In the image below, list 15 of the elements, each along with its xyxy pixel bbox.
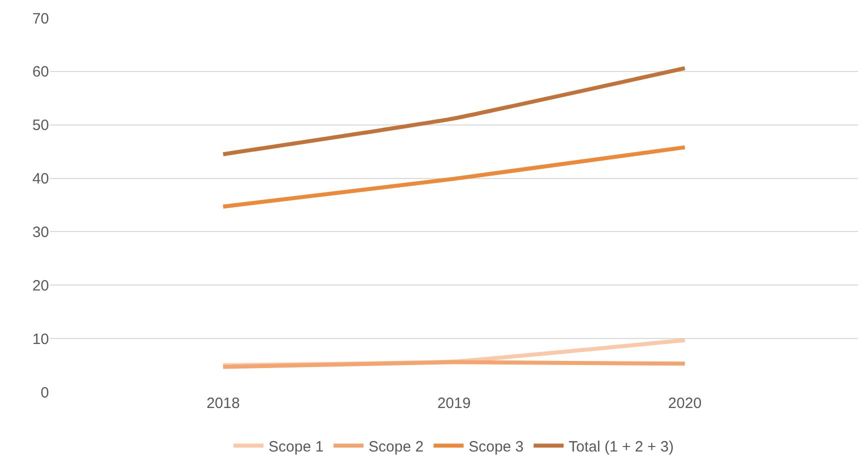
y-tick-label: 0: [40, 384, 49, 402]
legend-label: Scope 2: [368, 438, 424, 456]
legend-label: Scope 1: [268, 438, 324, 456]
y-tick-label: 50: [32, 117, 49, 134]
y-tick-label: 30: [32, 224, 49, 241]
y-tick-label: 60: [32, 64, 49, 81]
legend-label: Total (1 + 2 + 3): [568, 438, 674, 456]
x-tick-label: 2019: [437, 395, 471, 412]
y-tick-label: 40: [32, 170, 49, 188]
y-tick-label: 20: [32, 277, 49, 294]
y-tick-label: 70: [32, 10, 49, 28]
y-tick-label: 10: [32, 330, 49, 348]
x-tick-label: 2020: [668, 395, 702, 412]
x-tick-label: 2018: [206, 395, 240, 412]
legend-label: Scope 3: [468, 438, 524, 456]
